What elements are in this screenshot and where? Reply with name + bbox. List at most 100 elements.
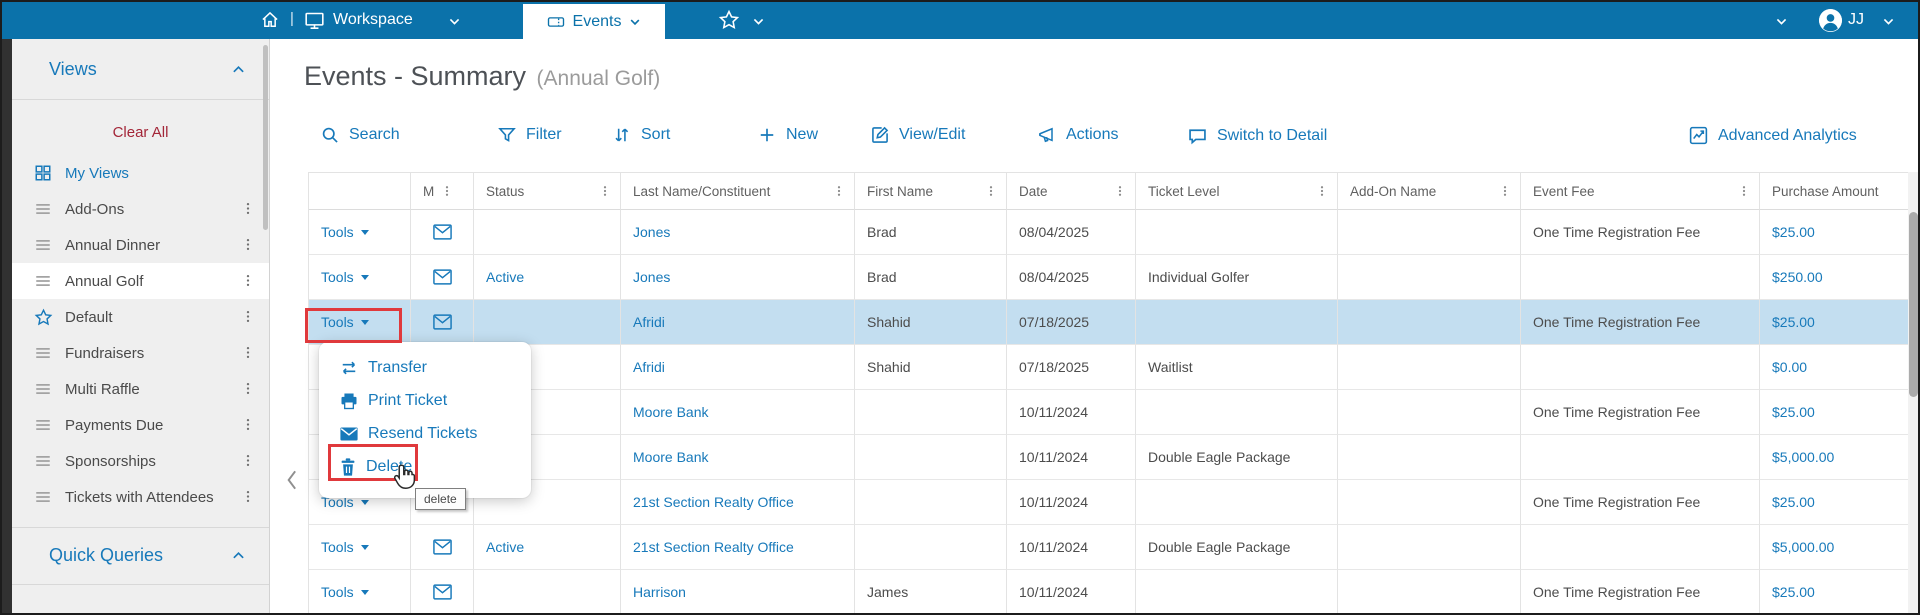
- sidebar-item-sponsorships[interactable]: Sponsorships: [12, 443, 269, 479]
- chevron-up-icon[interactable]: [230, 547, 247, 564]
- scrollbar-thumb[interactable]: [1909, 212, 1918, 397]
- purchase-amount-link[interactable]: $5,000.00: [1772, 449, 1835, 465]
- purchase-amount-link[interactable]: $25.00: [1772, 584, 1815, 600]
- kebab-icon[interactable]: [241, 489, 255, 504]
- kebab-icon[interactable]: [599, 184, 611, 198]
- chevron-down-icon[interactable]: [751, 14, 766, 29]
- kebab-icon[interactable]: [1316, 184, 1328, 198]
- kebab-icon[interactable]: [833, 184, 845, 198]
- last-name-link[interactable]: Afridi: [633, 359, 665, 375]
- collapse-sidebar-chevron[interactable]: [284, 467, 302, 493]
- purchase-amount-link[interactable]: $0.00: [1772, 359, 1808, 375]
- workspace-menu[interactable]: Workspace: [333, 11, 413, 28]
- tools-dropdown-trigger[interactable]: Tools: [321, 494, 369, 510]
- col-header-event-fee[interactable]: Event Fee: [1521, 172, 1760, 210]
- tab-events[interactable]: Events: [523, 4, 665, 39]
- message-cell[interactable]: [411, 525, 474, 570]
- last-name-link[interactable]: Moore Bank: [633, 404, 709, 420]
- tools-cell[interactable]: Tools: [309, 210, 411, 255]
- envelope-icon[interactable]: [432, 538, 453, 556]
- tools-cell[interactable]: Tools: [309, 480, 411, 525]
- kebab-icon[interactable]: [241, 237, 255, 252]
- kebab-icon[interactable]: [1499, 184, 1511, 198]
- sidebar-item-annual-golf[interactable]: Annual Golf: [12, 263, 269, 299]
- home-icon[interactable]: [260, 10, 280, 30]
- kebab-icon[interactable]: [241, 345, 255, 360]
- purchase-amount-link[interactable]: $25.00: [1772, 494, 1815, 510]
- sidebar-item-payments-due[interactable]: Payments Due: [12, 407, 269, 443]
- envelope-icon[interactable]: [432, 313, 453, 331]
- kebab-icon[interactable]: [241, 273, 255, 288]
- views-section-header[interactable]: Views: [12, 39, 269, 99]
- envelope-icon[interactable]: [432, 268, 453, 286]
- tools-cell[interactable]: Tools: [309, 300, 411, 345]
- col-header-purchase-amount[interactable]: Purchase Amount: [1760, 172, 1909, 210]
- sidebar-scrollbar[interactable]: [263, 45, 268, 230]
- menu-item-resend-tickets[interactable]: Resend Tickets: [319, 417, 531, 450]
- search-button[interactable]: Search: [320, 125, 400, 145]
- message-cell[interactable]: [411, 255, 474, 300]
- col-header-tools[interactable]: [309, 172, 411, 210]
- purchase-amount-link[interactable]: $25.00: [1772, 224, 1815, 240]
- star-icon[interactable]: [718, 9, 740, 31]
- purchase-amount-link[interactable]: $25.00: [1772, 404, 1815, 420]
- tools-dropdown-trigger[interactable]: Tools: [321, 269, 369, 285]
- kebab-icon[interactable]: [241, 309, 255, 324]
- switch-to-detail-button[interactable]: Switch to Detail: [1187, 125, 1327, 146]
- kebab-icon[interactable]: [441, 184, 453, 198]
- tools-dropdown-trigger[interactable]: Tools: [321, 584, 369, 600]
- monitor-icon[interactable]: [304, 10, 325, 31]
- last-name-link[interactable]: Harrison: [633, 584, 686, 600]
- chevron-down-icon[interactable]: [1881, 14, 1896, 29]
- actions-button[interactable]: Actions: [1037, 125, 1118, 145]
- sidebar-item-multi-raffle[interactable]: Multi Raffle: [12, 371, 269, 407]
- col-header-date[interactable]: Date: [1007, 172, 1136, 210]
- tools-dropdown-trigger[interactable]: Tools: [321, 224, 369, 240]
- message-cell[interactable]: [411, 300, 474, 345]
- sidebar-item-add-ons[interactable]: Add-Ons: [12, 191, 269, 227]
- envelope-icon[interactable]: [432, 223, 453, 241]
- purchase-amount-link[interactable]: $25.00: [1772, 314, 1815, 330]
- purchase-amount-link[interactable]: $250.00: [1772, 269, 1823, 285]
- col-header-addon-name[interactable]: Add-On Name: [1338, 172, 1521, 210]
- sort-button[interactable]: Sort: [612, 125, 670, 145]
- purchase-amount-link[interactable]: $5,000.00: [1772, 539, 1835, 555]
- col-header-status[interactable]: Status: [474, 172, 621, 210]
- col-header-m[interactable]: M: [411, 172, 474, 210]
- kebab-icon[interactable]: [985, 184, 997, 198]
- clear-all-link[interactable]: Clear All: [112, 124, 169, 141]
- tools-cell[interactable]: Tools: [309, 570, 411, 613]
- last-name-link[interactable]: Afridi: [633, 314, 665, 330]
- kebab-icon[interactable]: [1114, 184, 1126, 198]
- tools-dropdown-trigger[interactable]: Tools: [321, 539, 369, 555]
- kebab-icon[interactable]: [1738, 184, 1750, 198]
- sidebar-item-default[interactable]: Default: [12, 299, 269, 335]
- kebab-icon[interactable]: [241, 417, 255, 432]
- envelope-icon[interactable]: [432, 583, 453, 601]
- kebab-icon[interactable]: [241, 201, 255, 216]
- new-button[interactable]: New: [757, 125, 818, 145]
- col-header-ticket-level[interactable]: Ticket Level: [1136, 172, 1338, 210]
- filter-button[interactable]: Filter: [497, 125, 562, 145]
- chevron-down-icon[interactable]: [1774, 14, 1789, 29]
- sidebar-item-fundraisers[interactable]: Fundraisers: [12, 335, 269, 371]
- kebab-icon[interactable]: [241, 453, 255, 468]
- sidebar-item-my-views[interactable]: My Views: [12, 155, 269, 191]
- vertical-scrollbar[interactable]: [1908, 172, 1918, 613]
- tools-dropdown-trigger[interactable]: Tools: [321, 314, 369, 330]
- advanced-analytics-button[interactable]: Advanced Analytics: [1688, 125, 1857, 146]
- user-initials[interactable]: JJ: [1848, 11, 1864, 28]
- sidebar-item-tickets-with-attendees[interactable]: Tickets with Attendees: [12, 479, 269, 515]
- quick-queries-section-header[interactable]: Quick Queries: [12, 528, 269, 584]
- last-name-link[interactable]: Jones: [633, 224, 671, 240]
- message-cell[interactable]: [411, 210, 474, 255]
- col-header-first-name[interactable]: First Name: [855, 172, 1007, 210]
- chevron-up-icon[interactable]: [230, 61, 247, 78]
- menu-item-transfer[interactable]: Transfer: [319, 351, 531, 384]
- tools-cell[interactable]: Tools: [309, 525, 411, 570]
- last-name-link[interactable]: Jones: [633, 269, 671, 285]
- kebab-icon[interactable]: [241, 381, 255, 396]
- chevron-down-icon[interactable]: [447, 14, 462, 29]
- view-edit-button[interactable]: View/Edit: [870, 125, 965, 145]
- tools-cell[interactable]: Tools: [309, 255, 411, 300]
